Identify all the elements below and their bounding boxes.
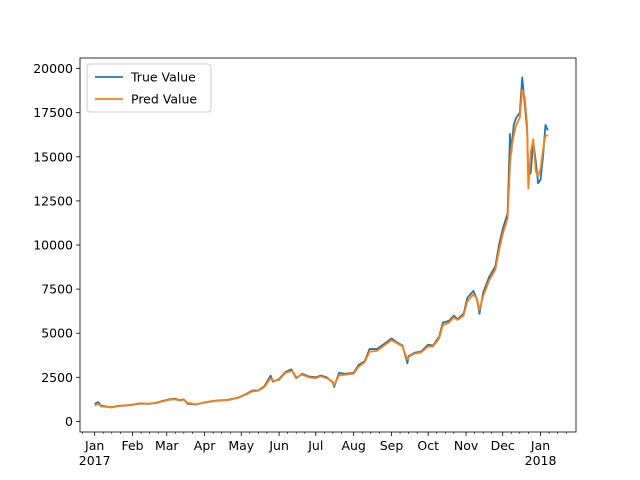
x-year-label: 2018 <box>525 453 557 468</box>
x-tick-label: Jan <box>530 438 550 453</box>
legend-box <box>86 63 212 113</box>
y-tick-label: 15000 <box>33 149 73 164</box>
y-axis: 0 2500 5000 7500 10000 12500 15000 17500 20000 <box>33 61 80 429</box>
y-tick-label: 0 <box>65 414 73 429</box>
x-year-label: 2017 <box>79 453 111 468</box>
y-tick-label: 2500 <box>41 370 73 385</box>
x-tick-label: Oct <box>417 438 439 453</box>
x-tick-label: Mar <box>155 438 179 453</box>
y-tick-label: 5000 <box>41 326 73 341</box>
series-line-pred-value <box>94 88 548 409</box>
legend: True Value Pred Value <box>86 63 212 113</box>
x-tick-label: Jul <box>307 438 323 453</box>
y-tick-label: 12500 <box>33 193 73 208</box>
y-tick-label: 10000 <box>33 238 73 253</box>
x-tick-label: Jun <box>268 438 289 453</box>
legend-label: Pred Value <box>131 92 197 107</box>
legend-label: True Value <box>130 70 196 85</box>
x-tick-label: Apr <box>194 438 216 453</box>
x-tick-label: Feb <box>121 438 143 453</box>
x-tick-label: Aug <box>341 438 365 453</box>
y-tick-label: 20000 <box>33 61 73 76</box>
x-tick-label: Jan <box>84 438 104 453</box>
y-tick-label: 7500 <box>41 282 73 297</box>
x-tick-label: May <box>228 438 254 453</box>
x-tick-label: Nov <box>454 438 479 453</box>
x-tick-label: Sep <box>380 438 404 453</box>
x-tick-label: Dec <box>491 438 515 453</box>
y-tick-label: 17500 <box>33 105 73 120</box>
series-layer <box>94 76 549 409</box>
